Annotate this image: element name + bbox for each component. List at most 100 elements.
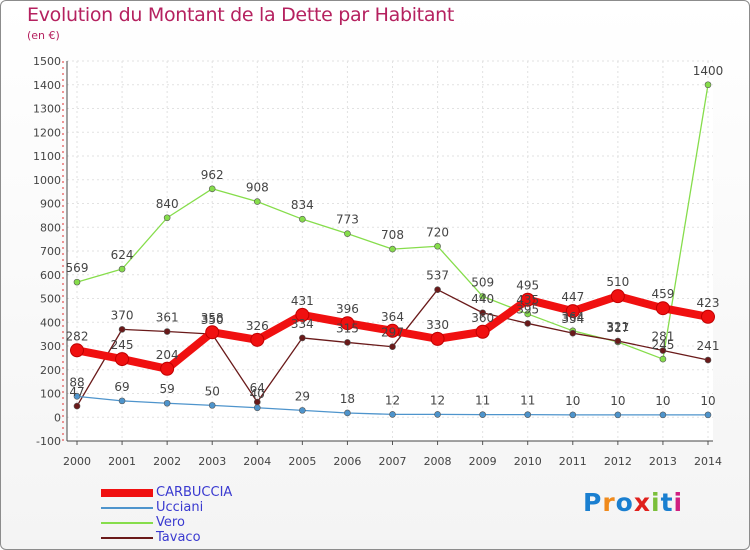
data-label-ucciani: 12: [385, 393, 400, 407]
data-label-vero: 569: [66, 261, 89, 275]
data-label-vero: 509: [471, 275, 494, 289]
data-point-tavaco: [299, 334, 306, 342]
data-point-ucciani: [253, 404, 261, 412]
data-label-vero: 364: [561, 310, 584, 324]
data-label-ucciani: 69: [114, 380, 129, 394]
data-label-vero: 834: [291, 198, 314, 212]
y-tick-label: 1200: [33, 126, 61, 139]
data-point-tavaco: [704, 356, 712, 364]
data-point-vero: [479, 293, 486, 300]
data-label-ucciani: 12: [430, 393, 445, 407]
chart-legend: CARBUCCIA Ucciani Vero Tavaco: [101, 485, 301, 545]
data-label-vero: 962: [201, 168, 224, 182]
data-label-tavaco: 361: [156, 311, 179, 325]
data-label-ucciani: 18: [340, 392, 355, 406]
data-point-carbuccia: [565, 304, 580, 319]
data-point-ucciani: [704, 411, 712, 419]
legend-item-ucciani: Ucciani: [101, 500, 301, 515]
data-point-carbuccia: [655, 301, 670, 316]
data-label-ucciani: 10: [565, 394, 580, 408]
data-point-vero: [163, 214, 171, 222]
data-label-vero: 908: [246, 181, 269, 195]
data-label-carbuccia: 423: [697, 296, 720, 310]
y-tick-label: 1300: [33, 103, 61, 116]
data-point-ucciani: [73, 393, 81, 400]
data-point-carbuccia: [430, 331, 445, 346]
data-point-vero: [344, 230, 351, 237]
data-point-ucciani: [299, 407, 306, 414]
data-point-vero: [704, 81, 712, 89]
data-label-carbuccia: 282: [66, 329, 89, 343]
y-tick-label: 100: [40, 388, 61, 401]
data-label-ucciani: 10: [610, 394, 625, 408]
legend-swatch: [101, 489, 153, 497]
data-label-carbuccia: 245: [111, 338, 134, 352]
data-point-carbuccia: [610, 289, 625, 304]
legend-item-vero: Vero: [101, 515, 301, 530]
y-tick-label: 600: [40, 269, 61, 282]
x-tick-label: 2014: [694, 455, 722, 468]
y-tick-label: 1100: [33, 150, 61, 163]
legend-label: Ucciani: [156, 500, 204, 515]
data-label-vero: 245: [651, 338, 674, 352]
data-point-tavaco: [479, 309, 486, 317]
data-label-carbuccia: 358: [201, 311, 224, 325]
data-label-tavaco: 350: [201, 313, 224, 327]
data-point-ucciani: [614, 411, 622, 419]
data-label-tavaco: 321: [606, 320, 629, 334]
data-label-carbuccia: 364: [381, 310, 404, 324]
data-point-vero: [659, 355, 667, 363]
data-point-carbuccia: [250, 332, 265, 347]
data-label-tavaco: 281: [651, 330, 674, 344]
y-tick-label: 800: [40, 221, 61, 234]
data-label-tavaco: 537: [426, 269, 449, 283]
data-label-tavaco: 47: [69, 385, 84, 399]
data-label-carbuccia: 447: [561, 290, 584, 304]
x-tick-label: 2004: [243, 455, 271, 468]
legend-swatch: [101, 522, 153, 524]
data-point-carbuccia: [520, 292, 535, 307]
data-label-tavaco: 64: [250, 381, 265, 395]
chart-title: Evolution du Montant de la Dette par Hab…: [27, 4, 455, 26]
data-point-tavaco: [389, 343, 396, 351]
x-tick-label: 2003: [198, 455, 226, 468]
data-label-ucciani: 11: [520, 394, 535, 408]
data-point-ucciani: [208, 402, 216, 409]
data-label-vero: 708: [381, 228, 404, 242]
data-point-vero: [389, 245, 396, 253]
data-point-vero: [208, 185, 216, 193]
data-point-carbuccia: [475, 324, 490, 339]
data-label-carbuccia: 360: [471, 311, 494, 325]
y-tick-label: 1000: [33, 174, 61, 187]
data-point-ucciani: [389, 411, 396, 418]
data-label-ucciani: 10: [655, 394, 670, 408]
x-tick-label: 2012: [604, 455, 632, 468]
data-label-carbuccia: 396: [336, 302, 359, 316]
y-tick-label: 1500: [33, 55, 61, 68]
x-tick-label: 2006: [333, 455, 361, 468]
x-tick-label: 2002: [153, 455, 181, 468]
y-tick-label: 700: [40, 245, 61, 258]
data-point-ucciani: [163, 399, 171, 407]
data-point-tavaco: [73, 402, 81, 410]
data-point-ucciani: [659, 411, 667, 419]
data-point-vero: [253, 198, 261, 205]
y-tick-label: 900: [40, 198, 61, 211]
y-tick-label: 400: [40, 316, 61, 329]
data-point-tavaco: [163, 328, 171, 335]
data-point-ucciani: [118, 397, 126, 405]
data-label-tavaco: 354: [561, 312, 584, 326]
data-label-ucciani: 29: [295, 389, 310, 403]
data-label-carbuccia: 459: [651, 287, 674, 301]
data-point-tavaco: [614, 337, 622, 345]
x-tick-label: 2005: [288, 455, 316, 468]
data-point-vero: [73, 278, 81, 286]
data-label-vero: 317: [606, 321, 629, 335]
data-point-carbuccia: [701, 309, 715, 324]
data-point-ucciani: [569, 411, 577, 419]
data-point-carbuccia: [115, 352, 130, 367]
data-label-carbuccia: 495: [516, 279, 539, 293]
data-label-carbuccia: 326: [246, 319, 269, 333]
data-point-tavaco: [434, 286, 441, 294]
